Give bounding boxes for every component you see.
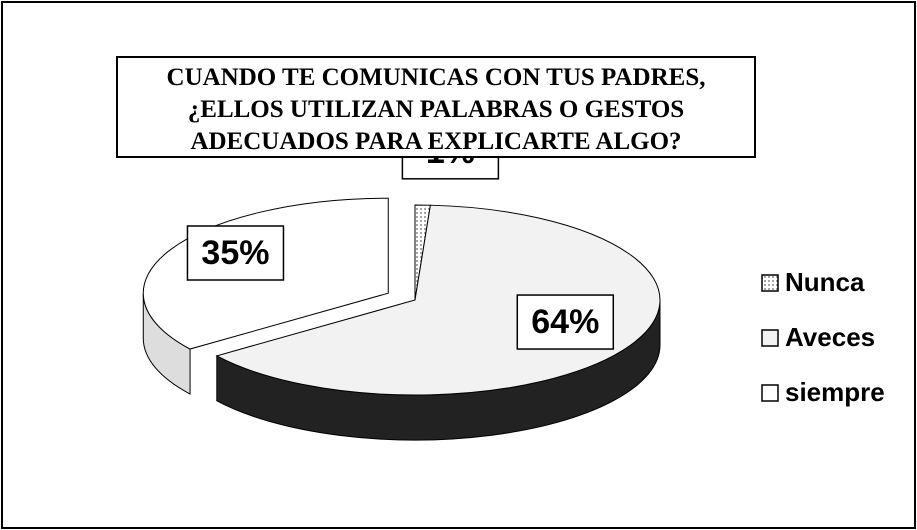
legend-swatch xyxy=(761,384,779,402)
legend-swatch xyxy=(761,274,779,292)
data-label-box xyxy=(516,294,615,350)
legend-label: Nunca xyxy=(785,267,865,297)
legend-label: siempre xyxy=(785,377,885,407)
data-label: 35% xyxy=(201,234,269,272)
chart-title: CUANDO TE COMUNICAS CON TUS PADRES, ¿ELL… xyxy=(116,56,756,158)
legend-swatch xyxy=(761,329,779,347)
data-label-box xyxy=(186,225,285,281)
data-label: 64% xyxy=(531,303,599,341)
legend-label: Aveces xyxy=(785,322,875,352)
